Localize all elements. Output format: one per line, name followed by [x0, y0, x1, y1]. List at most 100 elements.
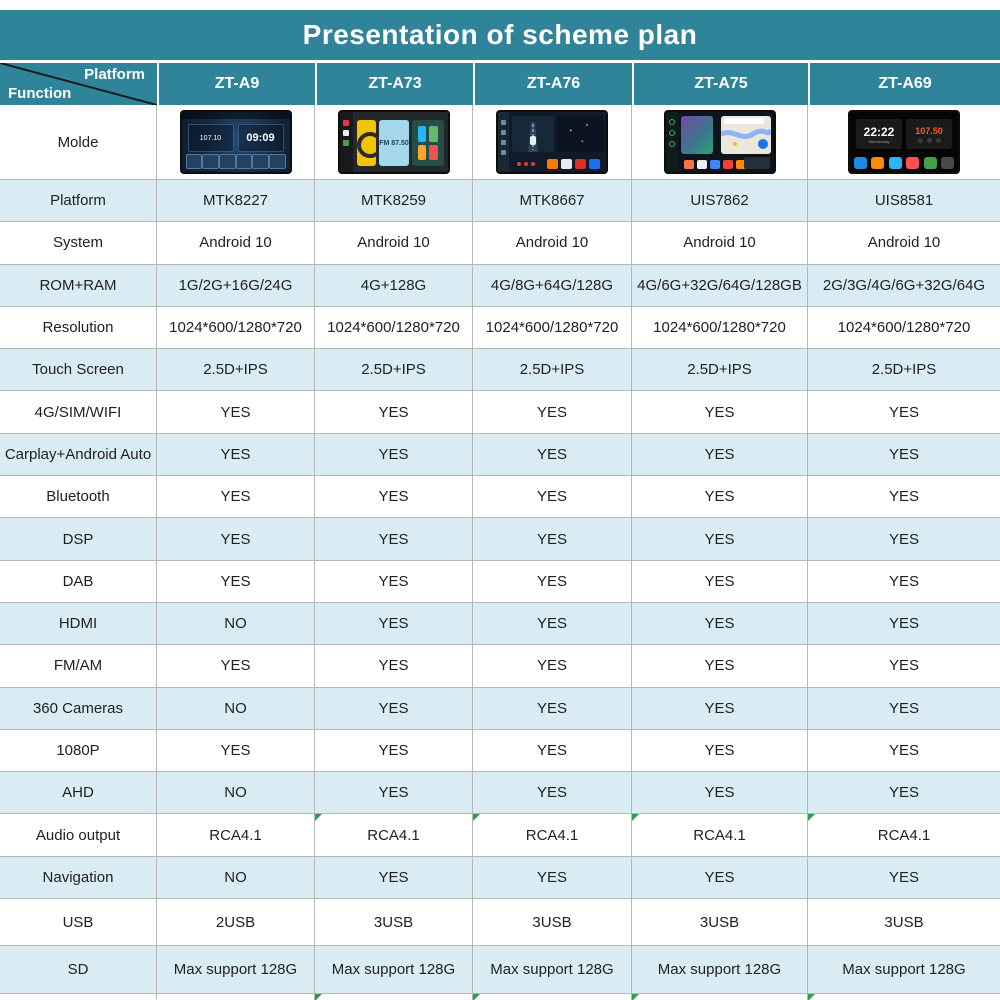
- music-icon: [906, 157, 920, 169]
- product-image-zt-a73: FM 87.50: [337, 110, 450, 174]
- row-label-usb: USB: [0, 899, 157, 947]
- cell-platform-zt-a9: MTK8227: [157, 180, 315, 223]
- cell-value: YES: [704, 784, 735, 802]
- cell-value: Max support 128G: [173, 961, 298, 979]
- row-label-fm-am: FM/AM: [0, 645, 157, 688]
- cell-value: NO: [224, 868, 247, 886]
- cell-value: 2G/3G/4G/6G+32G/64G: [822, 276, 986, 294]
- cell-value: 2.5D+IPS: [871, 361, 937, 379]
- row-label-hdmi: HDMI: [0, 602, 157, 646]
- cell-ahd-zt-a75: YES: [632, 772, 808, 815]
- cell-value: YES: [536, 784, 567, 802]
- nav-icon: [854, 157, 867, 169]
- now-playing-bar: [743, 157, 770, 169]
- app-icon: [343, 140, 349, 146]
- app-icon: [547, 159, 558, 169]
- cell-system-zt-a75: Android 10: [632, 222, 808, 265]
- table-row: Bluetooth YES YES YES YES YES: [0, 476, 1000, 519]
- cell-value: 3USB: [699, 913, 740, 931]
- cell-bluetooth-zt-a75: YES: [632, 476, 808, 519]
- cell-value: YES: [704, 403, 735, 421]
- comment-marker: [632, 814, 639, 822]
- cell-value: 2.5D+IPS: [687, 361, 752, 379]
- radio-frequency: 107.10: [199, 134, 222, 142]
- table-row: FM/AM YES YES YES YES YES: [0, 645, 1000, 688]
- cell-ahd-zt-a69: YES: [808, 772, 1000, 815]
- column-header-zt-a73: ZT-A73: [315, 63, 473, 105]
- cell-value: YES: [704, 868, 735, 886]
- row-label-text: USB: [62, 913, 94, 931]
- apps-grid-icon: [940, 157, 954, 169]
- clipped-bottom-row: [0, 994, 1000, 1000]
- product-image-zt-a76: [496, 110, 608, 174]
- radio-frequency: FM 87.50: [379, 139, 409, 147]
- cell-360-cameras-zt-a9: NO: [157, 687, 315, 730]
- app-icon: [429, 144, 438, 160]
- cell-value: YES: [704, 657, 735, 675]
- cell-value: YES: [704, 530, 735, 548]
- cell-value: Android 10: [199, 234, 272, 252]
- cell-value: YES: [704, 742, 735, 759]
- cell-4g-sim-wifi-zt-a69: YES: [808, 391, 1000, 434]
- row-label-360-cameras: 360 Cameras: [0, 687, 157, 730]
- row-label-text: Resolution: [42, 319, 114, 337]
- row-label-text: SD: [67, 961, 89, 979]
- cell-dab-zt-a76: YES: [473, 560, 632, 603]
- cell-value: RCA4.1: [367, 826, 420, 844]
- clipped-cell: [632, 994, 808, 1000]
- cell-ahd-zt-a76: YES: [473, 772, 632, 815]
- cell-fm-am-zt-a76: YES: [473, 645, 632, 688]
- cell-value: YES: [378, 699, 409, 717]
- app-icon: [268, 154, 286, 169]
- cell-touch-screen-zt-a76: 2.5D+IPS: [473, 349, 632, 392]
- table-row: DSP YES YES YES YES YES: [0, 518, 1000, 561]
- clock-time: 09:09: [246, 132, 275, 144]
- cell-fm-am-zt-a69: YES: [808, 645, 1000, 688]
- device-screen: 107.10 09:09: [181, 112, 290, 172]
- cell-value: RCA4.1: [877, 826, 931, 844]
- table-row: 360 Cameras NO YES YES YES YES: [0, 687, 1000, 730]
- app-dock: [547, 159, 600, 169]
- cell-touch-screen-zt-a75: 2.5D+IPS: [632, 349, 808, 392]
- diagonal-divider: [0, 63, 157, 105]
- device-statusbar: [181, 112, 290, 119]
- cell-fm-am-zt-a75: YES: [632, 645, 808, 688]
- row-label-bluetooth: Bluetooth: [0, 476, 157, 519]
- cell-value: YES: [536, 657, 567, 675]
- cell-1080p-zt-a69: YES: [808, 729, 1000, 773]
- cell-rom-ram-zt-a9: 1G/2G+16G/24G: [157, 264, 315, 307]
- cell-value: MTK8667: [519, 192, 585, 210]
- next-icon: [935, 137, 941, 143]
- driving-widget: [512, 116, 554, 152]
- corner-platform-label: Platform: [84, 66, 145, 83]
- app-icon: [696, 160, 707, 169]
- table-row: USB 2USB 3USB 3USB 3USB 3USB: [0, 899, 1000, 947]
- table-row: Platform MTK8227 MTK8259 MTK8667 UIS7862 UIS8…: [0, 180, 1000, 223]
- cell-value: YES: [378, 742, 409, 759]
- cell-platform-zt-a75: UIS7862: [632, 180, 808, 223]
- prev-icon: [917, 137, 923, 143]
- device-screen: [498, 112, 606, 172]
- cell-value: YES: [220, 403, 251, 421]
- table-row: SD Max support 128G Max support 128G Max su…: [0, 946, 1000, 995]
- row-label-platform: Platform: [0, 180, 157, 223]
- row-label-text: Touch Screen: [32, 361, 124, 379]
- product-cell-zt-a73: FM 87.50: [315, 105, 473, 180]
- product-image-zt-a75: [663, 110, 776, 174]
- column-header-zt-a75: ZT-A75: [632, 63, 808, 105]
- cell-value: YES: [704, 615, 735, 633]
- road-graphic: [528, 122, 538, 152]
- cell-rom-ram-zt-a75: 4G/6G+32G/64G/128GB: [632, 264, 808, 307]
- cell-value: MTK8227: [202, 192, 269, 210]
- cell-audio-output-zt-a69: RCA4.1: [808, 814, 1000, 857]
- row-label-audio-output: Audio output: [0, 814, 157, 857]
- cell-sd-zt-a76: Max support 128G: [473, 946, 632, 995]
- app-icon: [252, 154, 269, 169]
- row-label-text: DSP: [62, 530, 94, 548]
- radio-widget: 107.10: [187, 124, 234, 152]
- app-icon: [709, 160, 720, 169]
- table-row: AHD NO YES YES YES YES: [0, 772, 1000, 815]
- sidebar-icons: [498, 112, 509, 172]
- video-icon: [888, 157, 902, 169]
- table-row: Resolution 1024*600/1280*720 1024*600/1280…: [0, 306, 1000, 350]
